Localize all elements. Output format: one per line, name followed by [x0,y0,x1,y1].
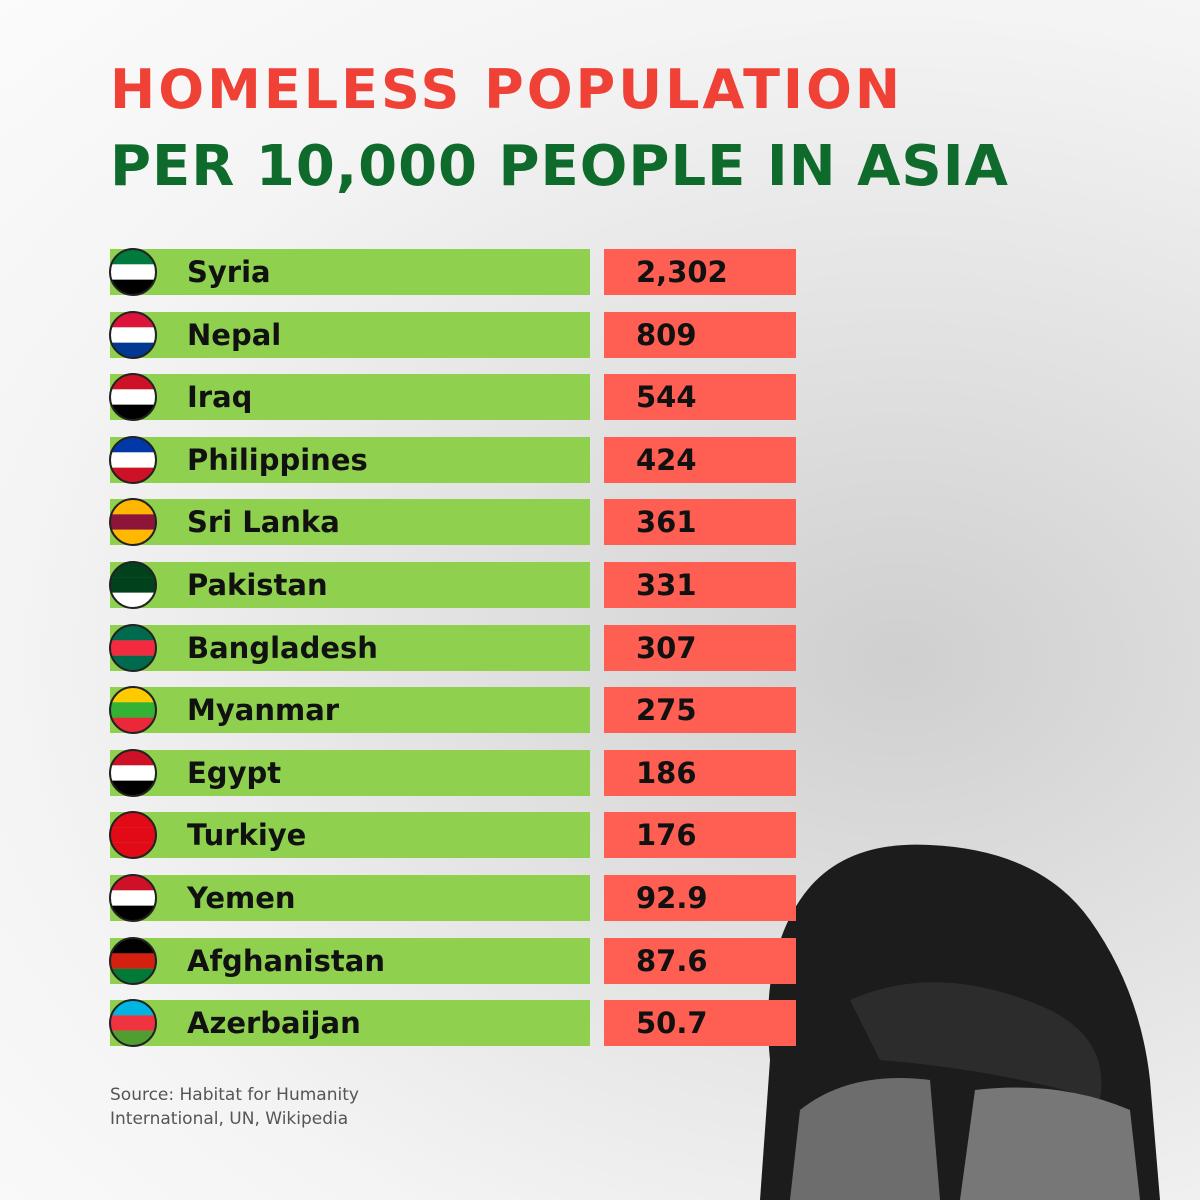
value: 331 [604,562,796,608]
flag-icon [109,373,157,422]
country: Myanmar [110,687,590,734]
country: Yemen [110,875,590,921]
country: Afghanistan [110,937,590,984]
flag-icon [109,248,157,296]
flag-icon [109,811,157,860]
value: 809 [604,311,796,358]
title-line: PER 10,000 PEOPLE IN ASIA [110,134,1009,199]
flag-icon [109,999,157,1048]
table-row: Syria 2,302 [109,248,796,296]
value: 186 [604,749,796,796]
value: 92.9 [604,875,796,921]
country: Syria [110,249,590,295]
table-row: Azerbaijan 50.7 [109,999,796,1048]
flag-icon [109,686,157,735]
source: International, UN, Wikipedia [110,1109,349,1129]
flag-icon [109,748,157,797]
title-line: HOMELESS POPULATION [110,58,904,121]
country: Azerbaijan [110,1000,590,1047]
table-row: Philippines 424 [109,435,796,484]
country: Iraq [110,374,590,421]
country: Philippines [110,436,590,483]
country: Bangladesh [110,624,590,671]
flag-icon [109,498,157,547]
table-row: Iraq 544 [109,373,796,422]
flag-icon [109,936,157,985]
value: 307 [604,624,796,671]
country: Pakistan [110,562,590,608]
value: 544 [604,374,796,421]
flag-icon [109,435,157,484]
value: 424 [604,436,796,483]
value: 275 [604,687,796,734]
flag-icon [109,623,157,672]
table-row: Egypt 186 [109,748,796,797]
value: 2,302 [604,249,796,295]
table-row: Myanmar 275 [109,686,796,735]
table-row: Afghanistan 87.6 [109,936,796,985]
flag-icon [109,874,157,922]
table-row: Yemen 92.9 [109,874,796,922]
value: 361 [604,499,796,546]
flag-icon [109,310,157,359]
country: Turkiye [110,812,590,859]
table-row: Turkiye 176 [109,811,796,860]
value: 87.6 [604,937,796,984]
source: Source: Habitat for Humanity [110,1085,359,1105]
table-row: Nepal 809 [109,310,796,359]
flag-icon [109,561,157,609]
country: Egypt [110,749,590,796]
value: 50.7 [604,1000,796,1047]
value: 176 [604,812,796,859]
table-row: Pakistan 331 [109,561,796,609]
country: Sri Lanka [110,499,590,546]
table-row: Sri Lanka 361 [109,498,796,547]
country: Nepal [110,311,590,358]
table-row: Bangladesh 307 [109,623,796,672]
